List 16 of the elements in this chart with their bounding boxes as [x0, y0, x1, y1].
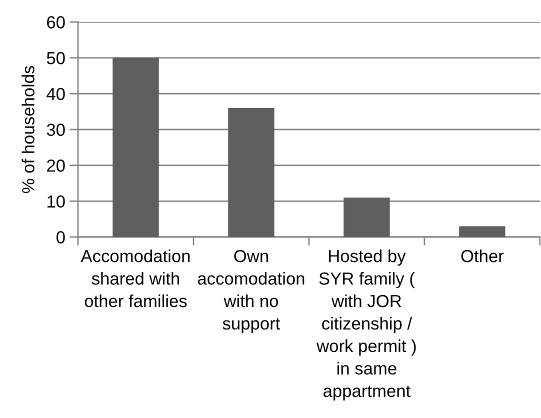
y-tick-label: 0 — [56, 231, 65, 244]
y-tick-label: 50 — [46, 52, 65, 64]
bar — [459, 226, 506, 237]
x-tick-label: Hosted by SYR family ( with JOR citizenship / work permit ) in same appartment — [316, 250, 416, 401]
y-tick-label: 60 — [47, 16, 65, 28]
bar — [112, 58, 159, 237]
bar — [228, 108, 274, 237]
y-axis-title: % of households — [22, 66, 34, 194]
bar — [344, 198, 390, 237]
y-tick-label: 10 — [48, 195, 65, 208]
x-tick-label: Accomodation shared with other families — [80, 250, 190, 308]
y-tick-label: 20 — [47, 160, 65, 172]
x-tick-label: Own accomodation with no support — [198, 250, 304, 334]
y-tick-label: 40 — [46, 88, 65, 100]
y-tick-label: 30 — [46, 124, 65, 136]
x-tick-label: Other — [461, 250, 504, 262]
